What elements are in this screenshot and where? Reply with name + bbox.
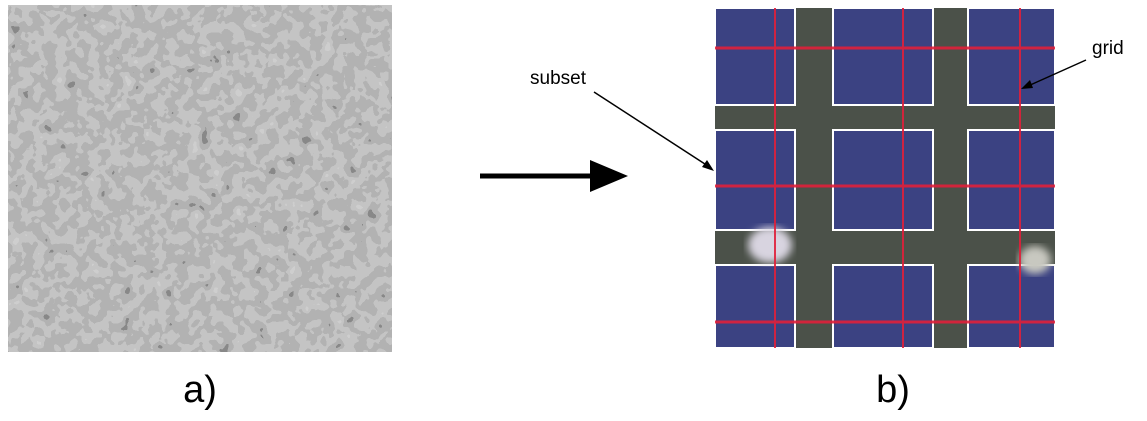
subset-box (833, 130, 933, 230)
pointer (594, 92, 708, 166)
subsets (715, 8, 1055, 348)
highlight (1019, 246, 1051, 274)
subset-box (968, 8, 1055, 105)
subset-box (833, 8, 933, 105)
panel-label: b) (876, 369, 910, 411)
panel-label: a) (183, 369, 217, 411)
pointer-head (702, 160, 714, 171)
subset-box (968, 265, 1055, 348)
subset-box (715, 8, 795, 105)
grid-label: grid (1092, 38, 1124, 59)
speckle-image (8, 5, 392, 352)
subset-box (833, 265, 933, 348)
subset-box (968, 130, 1055, 230)
subset-box (715, 265, 795, 348)
figure: subset grid a) b) (0, 0, 1147, 421)
arrow-head (590, 160, 628, 192)
highlight (748, 227, 792, 263)
subset-label: subset (530, 68, 587, 89)
subset-image (715, 8, 1055, 348)
subset-box (715, 130, 795, 230)
